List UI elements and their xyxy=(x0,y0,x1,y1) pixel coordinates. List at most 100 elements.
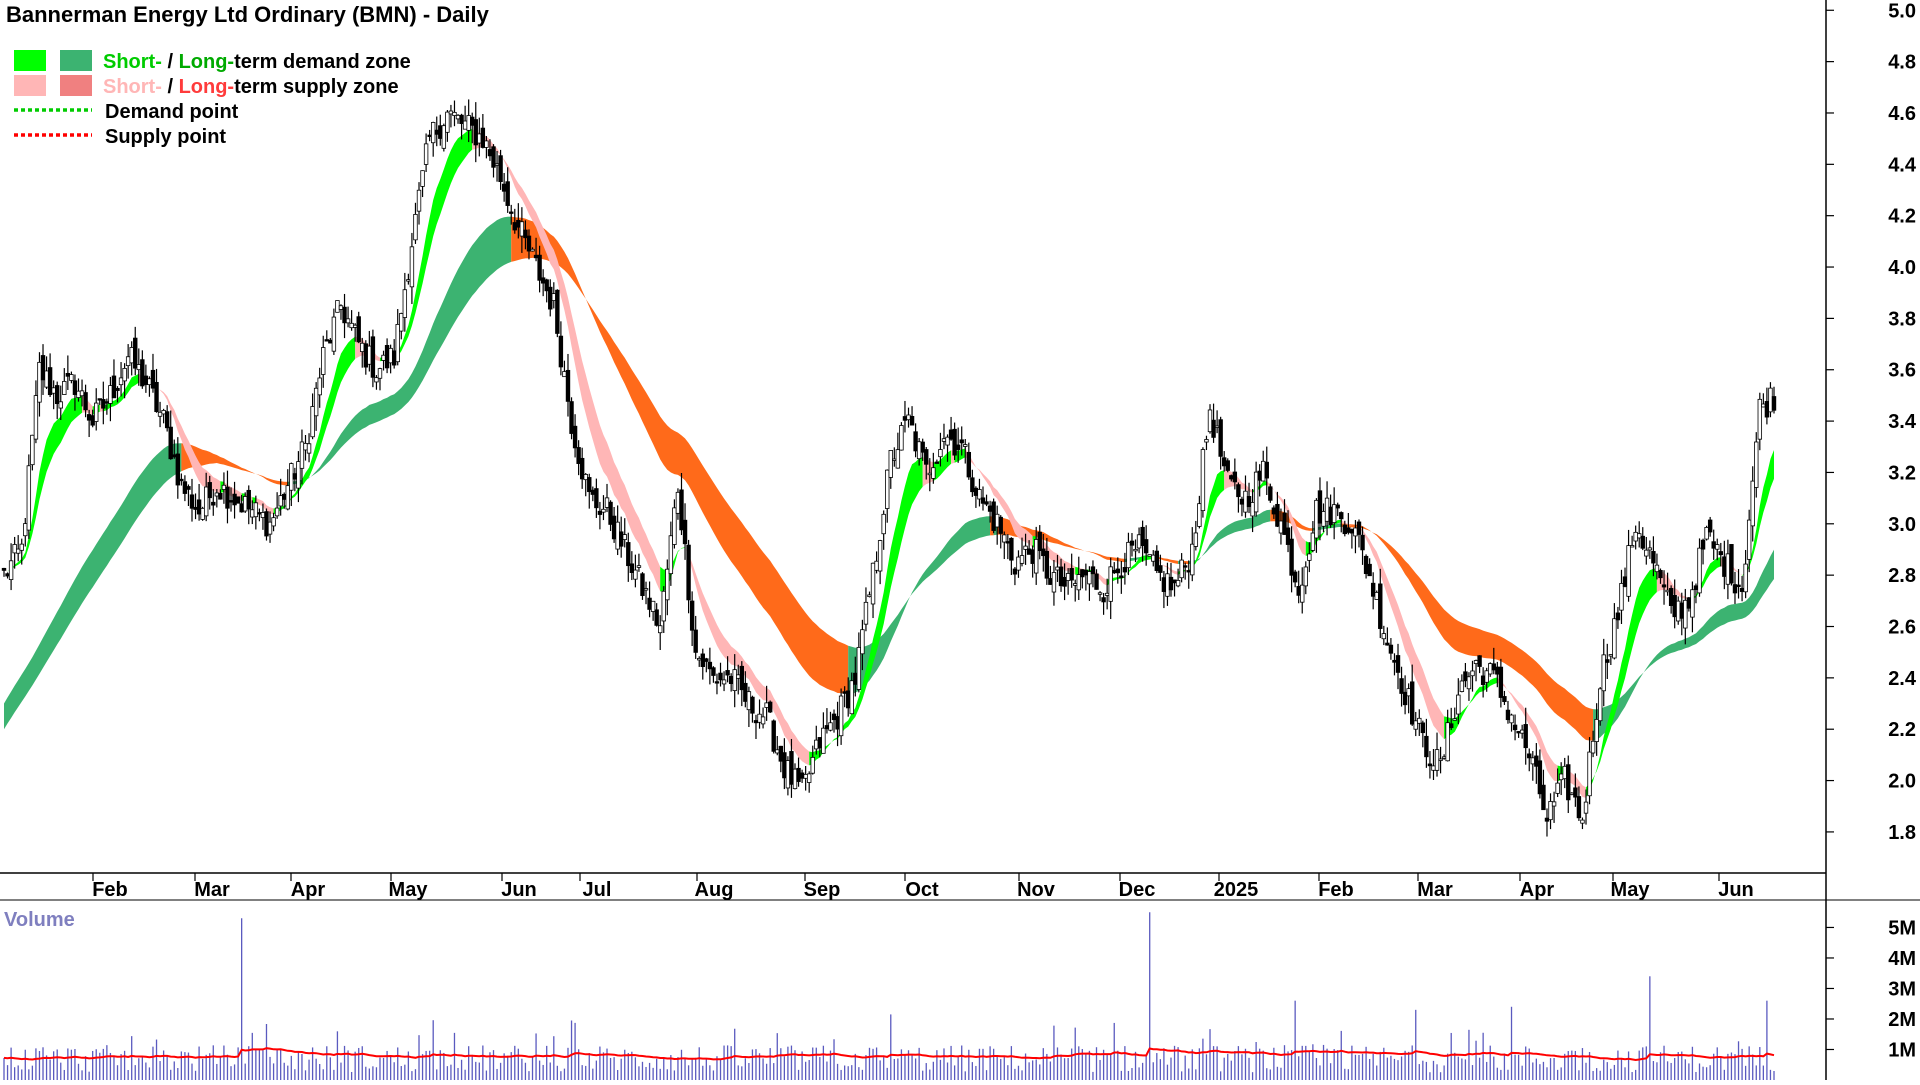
legend-item: Short- / Long-term demand zone xyxy=(14,50,411,73)
candle-body xyxy=(920,441,925,453)
candle-body xyxy=(689,600,695,631)
candle-body xyxy=(342,306,347,324)
candle-body xyxy=(1087,571,1092,585)
candle xyxy=(1459,674,1465,693)
candle xyxy=(203,472,209,522)
candle xyxy=(1409,664,1415,726)
candle xyxy=(246,485,251,525)
candle-body xyxy=(136,364,141,371)
candle xyxy=(1771,386,1777,414)
candle-body xyxy=(948,429,954,440)
candle-body xyxy=(186,486,191,490)
candle-body xyxy=(728,675,734,685)
candle-body xyxy=(576,447,581,464)
candle-body xyxy=(388,347,393,364)
candle xyxy=(980,486,986,511)
candle-body xyxy=(1427,763,1433,767)
candle xyxy=(984,494,989,507)
candle-body xyxy=(1707,519,1713,533)
candle-body xyxy=(1175,580,1181,587)
candle xyxy=(164,405,170,432)
candle-body xyxy=(895,449,901,469)
candle-body xyxy=(1388,644,1394,654)
candle xyxy=(1140,520,1145,562)
candle xyxy=(1715,538,1720,561)
candle-body xyxy=(1615,612,1621,621)
y-tick-label: 2.6 xyxy=(1888,617,1916,639)
legend-label-rest: term supply zone xyxy=(234,76,398,98)
candle xyxy=(101,381,106,425)
candle-body xyxy=(1505,709,1511,721)
candle-body xyxy=(1097,592,1103,595)
candle-body xyxy=(374,377,379,383)
candle-body xyxy=(792,768,798,790)
candle xyxy=(1182,562,1188,580)
candle xyxy=(1395,643,1401,690)
candle-body xyxy=(1594,719,1599,742)
candle xyxy=(1463,663,1468,688)
long-term-demand-zone xyxy=(848,516,991,694)
candle-body xyxy=(430,122,436,144)
candle xyxy=(689,591,695,647)
candle-body xyxy=(924,449,929,465)
candle-body xyxy=(1488,663,1493,675)
candle-body xyxy=(1534,755,1539,767)
candle-body xyxy=(278,495,283,507)
short-term-demand-zone xyxy=(1188,470,1225,572)
candle-body xyxy=(108,385,113,404)
candle-body xyxy=(1431,765,1436,771)
candle-body xyxy=(622,534,627,540)
candle-body xyxy=(399,313,404,332)
candle-body xyxy=(1722,556,1727,577)
candle-body xyxy=(1466,676,1472,690)
candle xyxy=(1253,461,1259,517)
candle xyxy=(1587,737,1592,805)
candle-body xyxy=(1094,573,1099,590)
candle-body xyxy=(55,385,60,405)
candle-body xyxy=(1243,490,1248,513)
candle-body xyxy=(1612,618,1617,659)
candle xyxy=(1282,499,1287,535)
candle-body xyxy=(980,497,986,504)
candle-body xyxy=(1133,548,1138,552)
candle-body xyxy=(1746,519,1752,560)
candle xyxy=(860,619,865,671)
candle-body xyxy=(1005,541,1011,544)
long-term-supply-zone xyxy=(1153,556,1179,564)
candle xyxy=(977,478,982,507)
candle-body xyxy=(849,680,854,715)
candle-body xyxy=(1314,499,1319,539)
candle xyxy=(58,385,63,421)
candle xyxy=(1317,477,1323,541)
candle xyxy=(1594,703,1599,756)
candle-body xyxy=(640,573,645,596)
candle xyxy=(1456,678,1461,725)
candle-body xyxy=(1285,527,1291,545)
candle xyxy=(335,300,340,313)
candle-body xyxy=(853,672,858,685)
candle-body xyxy=(1168,576,1174,591)
candle-body xyxy=(679,489,684,531)
legend-label-long: Long- xyxy=(179,51,235,73)
candle-body xyxy=(260,512,266,518)
candle-body xyxy=(714,681,720,684)
candle xyxy=(1310,521,1316,553)
candle-body xyxy=(1491,663,1496,671)
short-term-demand-zone xyxy=(1688,557,1721,600)
candle xyxy=(1154,545,1160,574)
candle xyxy=(1292,569,1298,588)
candle-body xyxy=(1034,539,1039,574)
candle-body xyxy=(736,674,741,679)
candle xyxy=(115,386,120,403)
candle-body xyxy=(207,482,212,499)
candle-body xyxy=(448,110,454,115)
candle xyxy=(711,666,716,683)
candle-body xyxy=(356,316,361,343)
candle-body xyxy=(1587,751,1592,797)
candle-body xyxy=(1523,724,1528,749)
candle xyxy=(952,422,957,460)
candle xyxy=(686,539,691,614)
candle-body xyxy=(140,359,145,387)
candle xyxy=(626,532,631,582)
candle-body xyxy=(243,496,248,512)
